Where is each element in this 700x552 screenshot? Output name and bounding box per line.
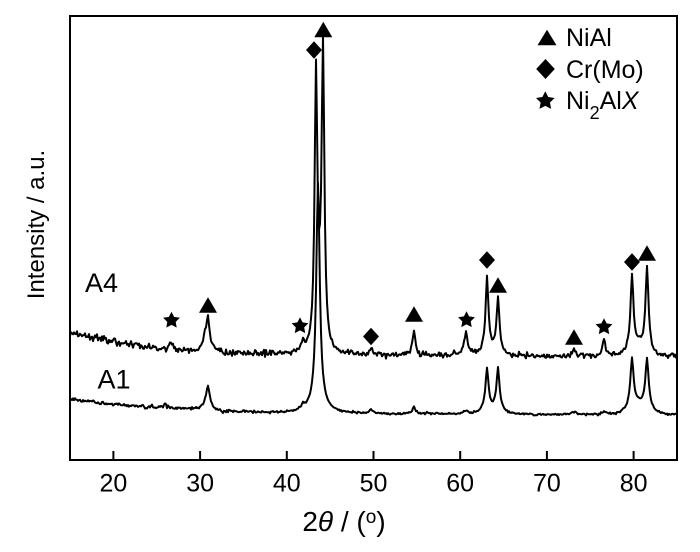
svg-text:40: 40 (273, 470, 301, 498)
svg-text:60: 60 (446, 470, 474, 498)
svg-text:Intensity / a.u.: Intensity / a.u. (23, 150, 50, 299)
svg-text:A1: A1 (97, 365, 130, 395)
svg-text:A4: A4 (85, 268, 118, 298)
svg-text:50: 50 (360, 470, 388, 498)
svg-text:NiAl: NiAl (566, 24, 612, 52)
svg-text:20: 20 (99, 470, 127, 498)
svg-text:Cr(Mo): Cr(Mo) (566, 56, 644, 84)
svg-text:2θ / (o): 2θ / (o) (302, 506, 385, 537)
svg-text:70: 70 (533, 470, 561, 498)
svg-text:80: 80 (620, 470, 648, 498)
svg-text:30: 30 (186, 470, 214, 498)
